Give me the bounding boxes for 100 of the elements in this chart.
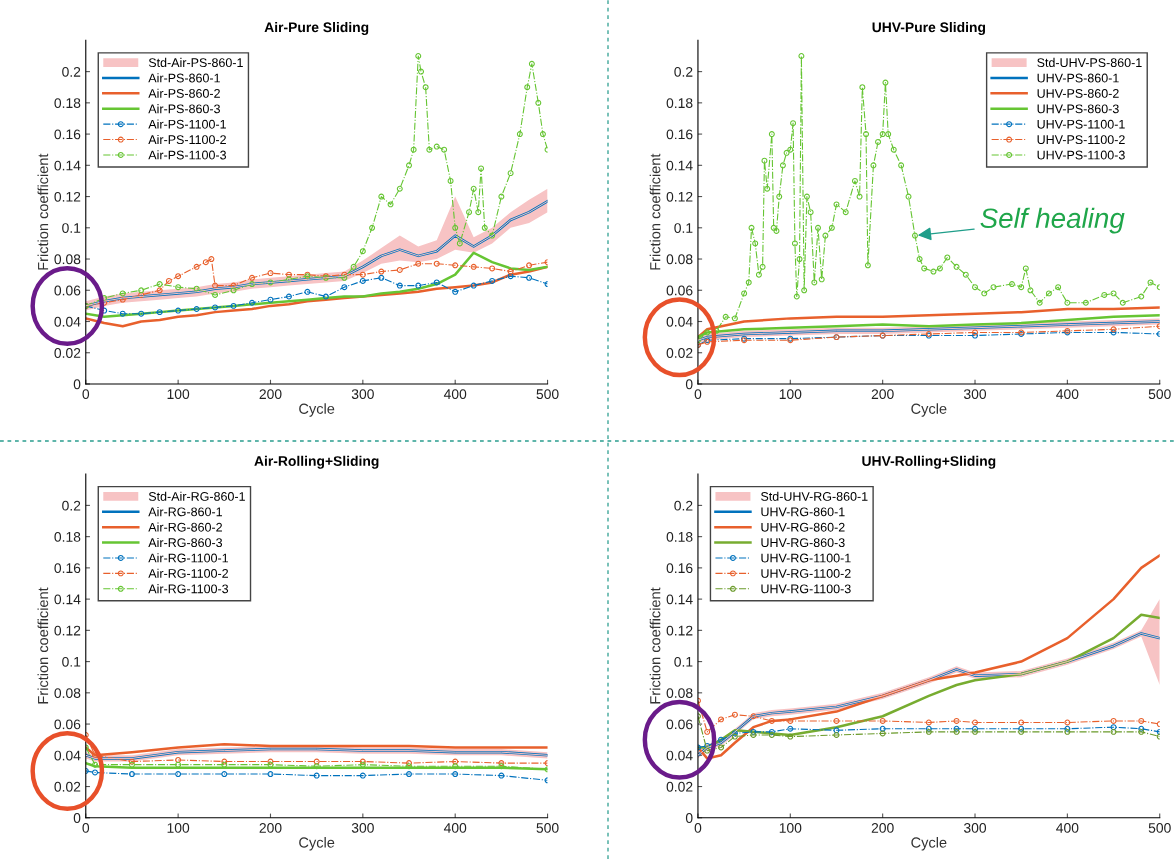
x-tick-label: 500	[1148, 823, 1171, 833]
annotation: Self healing	[980, 207, 1125, 234]
x-axis-title: Cycle	[911, 836, 947, 851]
y-tick-label: 0.04	[54, 750, 81, 761]
y-tick-label: 0.14	[54, 160, 81, 171]
y-tick-label: 0.06	[666, 285, 693, 296]
y-tick-label: 0.16	[54, 129, 81, 140]
y-tick-label: 0.2	[674, 66, 693, 77]
y-tick-label: 0.02	[666, 348, 693, 358]
y-axis-title: Friction coefficient	[37, 587, 49, 704]
legend-label: Std-UHV-PS-860-1	[1037, 57, 1142, 68]
y-tick-label: 0.2	[674, 500, 693, 511]
y-tick-label: 0.16	[54, 563, 81, 574]
legend-label: Air-PS-860-1	[148, 73, 220, 83]
y-tick-label: 0.06	[666, 719, 693, 730]
y-tick-label: 0.12	[54, 625, 81, 636]
legend-label: UHV-RG-1100-1	[761, 553, 851, 563]
y-tick-label: 0.06	[54, 285, 81, 296]
legend-label: Air-RG-1100-3	[148, 584, 229, 594]
legend-label: Air-PS-860-2	[148, 88, 220, 98]
x-tick-label: 100	[779, 823, 802, 833]
y-tick-label: 0.18	[54, 98, 81, 109]
x-axis-title: Cycle	[299, 403, 335, 417]
legend-label: Std-Air-PS-860-1	[148, 57, 243, 68]
legend-label: UHV-PS-1100-3	[1037, 150, 1125, 160]
y-tick-label: 0.08	[54, 688, 81, 698]
x-tick-label: 400	[443, 823, 467, 833]
legend-label: Air-RG-860-3	[148, 537, 223, 548]
y-axis-title: Friction coefficient	[37, 153, 49, 270]
legend-label: UHV-PS-860-1	[1037, 73, 1119, 83]
legend-label: UHV-PS-860-2	[1037, 89, 1119, 98]
x-tick-label: 300	[351, 823, 374, 833]
legend-label: UHV-RG-860-3	[761, 538, 845, 548]
legend-label: UHV-PS-1100-2	[1037, 135, 1125, 145]
legend-label: Air-RG-860-1	[148, 507, 222, 517]
legend-label: Air-PS-1100-2	[148, 134, 226, 145]
y-tick-label: 0.16	[666, 563, 693, 574]
legend-label: UHV-RG-1100-3	[761, 584, 851, 594]
y-tick-label: 0	[685, 813, 693, 823]
y-tick-label: 0.2	[62, 500, 81, 511]
x-tick-label: 400	[443, 389, 467, 400]
x-tick-label: 400	[1056, 389, 1079, 400]
x-tick-label: 500	[1148, 389, 1171, 400]
legend-label: UHV-RG-860-1	[761, 507, 845, 517]
y-tick-label: 0.18	[666, 98, 693, 109]
x-tick-label: 100	[779, 389, 802, 400]
y-tick-label: 0.12	[666, 625, 693, 636]
legend-label: Air-RG-1100-1	[148, 553, 229, 563]
x-tick-label: 400	[1056, 823, 1079, 833]
y-tick-label: 0.1	[674, 223, 693, 233]
x-tick-label: 0	[82, 389, 90, 400]
y-tick-label: 0.04	[666, 750, 693, 761]
legend-label: Air-RG-1100-2	[148, 568, 228, 578]
y-tick-label: 0.1	[674, 656, 693, 667]
y-tick-label: 0.18	[666, 531, 693, 542]
y-tick-label: 0.16	[666, 129, 693, 140]
chart-title: Air-Pure Sliding	[264, 21, 369, 35]
y-tick-label: 0.1	[62, 656, 81, 667]
legend-label: UHV-RG-1100-2	[761, 569, 851, 578]
y-tick-label: 0.18	[54, 531, 81, 542]
x-tick-label: 100	[167, 823, 190, 833]
y-tick-label: 0.08	[666, 688, 693, 698]
y-tick-label: 0.08	[54, 254, 81, 265]
x-tick-label: 200	[871, 823, 894, 833]
legend-label: Air-PS-1100-3	[148, 150, 226, 160]
legend-label: Air-PS-1100-1	[148, 119, 226, 129]
y-tick-label: 0.04	[54, 316, 81, 327]
y-tick-label: 0.06	[54, 719, 81, 730]
legend-label: UHV-PS-860-3	[1037, 104, 1119, 114]
legend-label: Air-PS-860-3	[148, 104, 220, 114]
legend-label: Std-UHV-RG-860-1	[761, 491, 868, 501]
chart-title: Air-Rolling+Sliding	[254, 455, 379, 469]
y-tick-label: 0.08	[666, 254, 693, 265]
y-tick-label: 0	[73, 813, 81, 823]
y-tick-label: 0.14	[54, 594, 81, 605]
y-tick-label: 0.02	[666, 781, 693, 792]
x-tick-label: 300	[963, 823, 987, 833]
x-tick-label: 200	[259, 389, 282, 400]
y-tick-label: 0.14	[666, 160, 693, 171]
legend-label: UHV-RG-860-2	[761, 522, 845, 532]
legend-label: UHV-PS-1100-1	[1037, 119, 1125, 129]
chart-title: UHV-Pure Sliding	[872, 21, 986, 35]
x-tick-label: 200	[871, 389, 894, 400]
x-tick-label: 300	[351, 389, 374, 400]
legend-label: Air-RG-860-2	[148, 522, 222, 532]
x-tick-label: 0	[82, 823, 90, 833]
y-tick-label: 0.02	[54, 348, 81, 358]
y-tick-label: 0.12	[666, 191, 693, 202]
x-tick-label: 0	[694, 389, 702, 400]
y-tick-label: 0.02	[54, 781, 81, 792]
x-tick-label: 0	[694, 823, 702, 833]
x-tick-label: 200	[259, 823, 282, 833]
x-tick-label: 100	[167, 389, 190, 400]
y-tick-label: 0.04	[666, 316, 693, 327]
x-tick-label: 300	[963, 389, 987, 400]
chart-title: UHV-Rolling+Sliding	[862, 455, 996, 469]
y-tick-label: 0	[685, 379, 693, 390]
y-axis-title: Friction coefficient	[649, 587, 661, 704]
x-axis-title: Cycle	[911, 403, 947, 417]
y-tick-label: 0.2	[62, 66, 81, 77]
